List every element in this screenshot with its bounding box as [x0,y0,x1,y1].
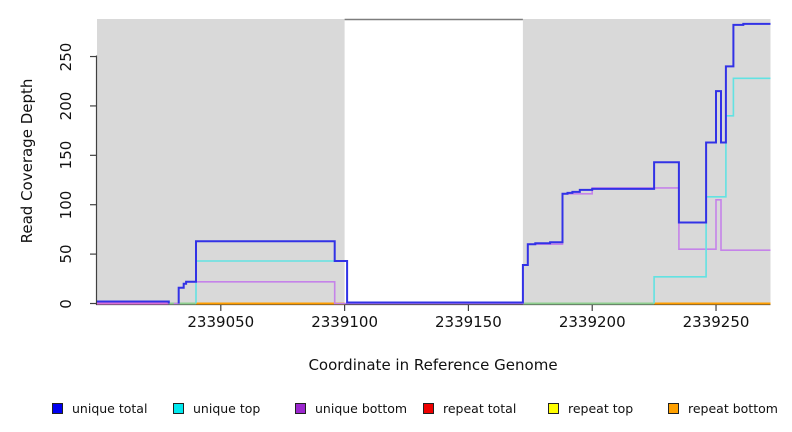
legend-label: repeat top [568,400,634,416]
legend: unique total unique top unique bottom re… [0,400,792,420]
repeat-bottom-swatch-icon [668,402,679,414]
y-tick-label: 250 [57,42,75,71]
x-tick-label: 2339050 [187,313,255,331]
legend-label: unique total [72,400,148,416]
legend-item-unique-total: unique total [52,400,147,416]
x-tick-label: 2339150 [435,313,502,331]
legend-item-repeat-top: repeat top [548,400,633,416]
y-axis-label: Read Coverage Depth [18,78,36,244]
legend-item-unique-bottom: unique bottom [295,400,407,416]
y-tick-label: 200 [57,91,75,121]
unique-total-swatch-icon [52,402,63,414]
legend-item-repeat-bottom: repeat bottom [668,400,778,416]
x-tick-label: 2339200 [558,313,626,331]
y-tick-label: 0 [57,298,75,309]
legend-label: unique bottom [315,400,408,416]
x-tick-label: 2339250 [682,313,750,331]
unique-top-swatch-icon [173,402,184,414]
x-axis-label: Coordinate in Reference Genome [308,356,558,374]
legend-label: repeat bottom [688,400,778,416]
repeat-top-swatch-icon [548,402,559,414]
legend-label: repeat total [443,400,517,416]
y-tick-label: 100 [57,190,75,220]
y-tick-label: 150 [57,140,75,170]
legend-item-unique-top: unique top [173,400,260,416]
y-tick-label: 50 [57,244,75,264]
legend-item-repeat-total: repeat total [423,400,516,416]
repeat-total-swatch-icon [423,402,434,414]
x-tick-label: 2339100 [311,313,379,331]
legend-label: unique top [193,400,261,416]
unique-bottom-swatch-icon [295,402,306,414]
